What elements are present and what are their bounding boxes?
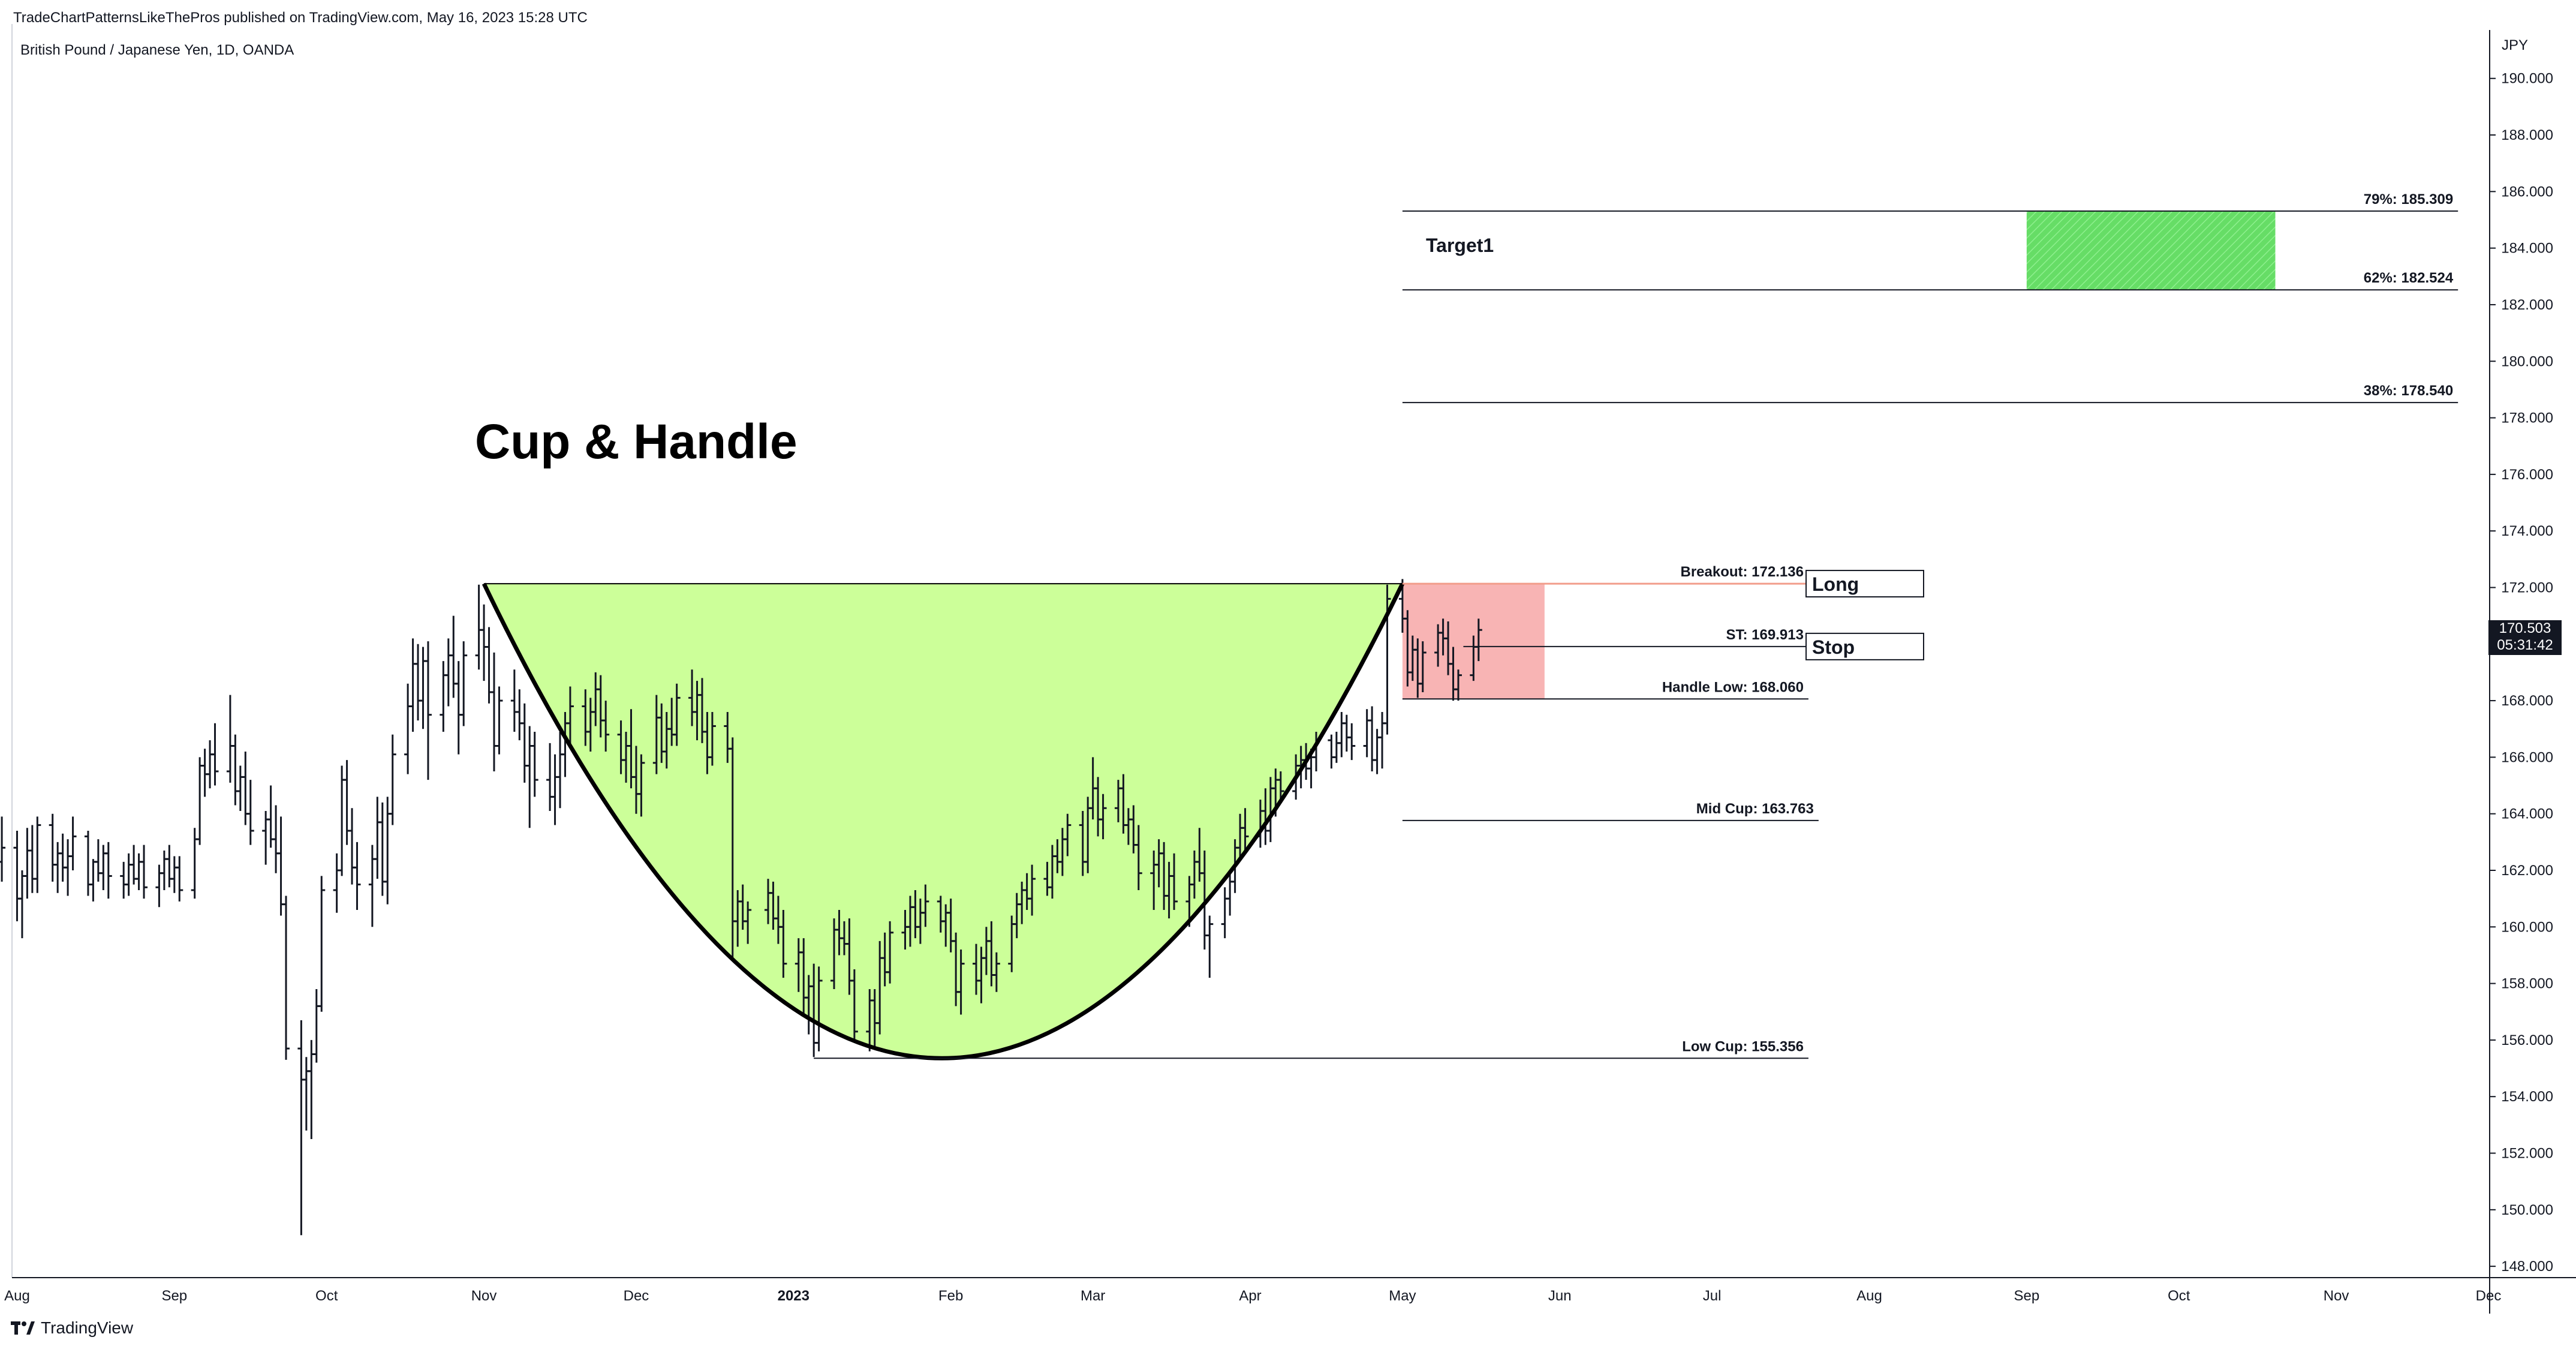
level-label: 79%: 185.309 [2364,191,2453,208]
level-label: Low Cup: 155.356 [1682,1038,1804,1054]
x-tick-label: 2023 [778,1288,809,1304]
currency-label: JPY [2502,37,2529,53]
y-tick-label: 186.000 [2501,184,2553,200]
long-box-label: Long [1812,573,1859,595]
y-tick-label: 182.000 [2501,297,2553,313]
y-tick-label: 174.000 [2501,523,2553,539]
x-tick-label: Sep [161,1288,187,1304]
tradingview-logo[interactable]: TradingView [11,1318,133,1338]
x-tick-label: Aug [4,1288,30,1304]
y-tick-label: 168.000 [2501,693,2553,709]
x-tick-label: Mar [1081,1288,1105,1304]
x-tick-label: Oct [315,1288,338,1304]
stop-box-label: Stop [1812,636,1855,658]
level-label: Handle Low: 168.060 [1662,679,1804,695]
y-tick-label: 158.000 [2501,976,2553,992]
level-label: 62%: 182.524 [2364,270,2454,286]
x-tick-label: Aug [1856,1288,1882,1304]
x-tick-label: Sep [2014,1288,2040,1304]
x-tick-label: May [1389,1288,1416,1304]
pattern-title: Cup & Handle [475,414,798,469]
y-tick-label: 184.000 [2501,241,2553,257]
level-label: Breakout: 172.136 [1680,564,1803,580]
current-price-badge: 170.503 05:31:42 [2488,620,2562,655]
y-tick-label: 160.000 [2501,919,2553,935]
y-tick-label: 150.000 [2501,1202,2553,1218]
current-price: 170.503 [2499,620,2551,636]
y-tick-label: 172.000 [2501,579,2553,596]
y-tick-label: 152.000 [2501,1146,2553,1162]
tradingview-icon [11,1321,35,1335]
y-tick-label: 154.000 [2501,1089,2553,1105]
y-tick-label: 178.000 [2501,410,2553,426]
y-tick-label: 180.000 [2501,353,2553,369]
x-tick-label: Nov [2324,1288,2349,1304]
x-tick-label: Jul [1703,1288,1722,1304]
y-tick-label: 164.000 [2501,806,2553,822]
published-info: TradeChartPatternsLikeThePros published … [13,10,588,26]
target-label: Target1 [1426,235,1494,256]
stop-box [1805,632,1924,660]
x-tick-label: Dec [624,1288,649,1304]
y-tick-label: 176.000 [2501,467,2553,483]
y-tick-label: 156.000 [2501,1032,2553,1048]
x-tick-label: Nov [471,1288,497,1304]
bar-countdown: 05:31:42 [2497,637,2553,653]
tradingview-text: TradingView [41,1318,134,1337]
x-tick-label: Feb [938,1288,963,1304]
y-tick-label: 188.000 [2501,127,2553,143]
symbol-title[interactable]: British Pound / Japanese Yen, 1D, OANDA [20,42,294,58]
y-tick-label: 190.000 [2501,71,2553,87]
y-tick-label: 148.000 [2501,1258,2553,1275]
level-label: ST: 169.913 [1726,627,1804,643]
x-tick-label: Jun [1548,1288,1572,1304]
y-tick-label: 166.000 [2501,749,2553,765]
x-tick-label: Apr [1239,1288,1261,1304]
x-tick-label: Oct [2168,1288,2190,1304]
y-tick-label: 162.000 [2501,863,2553,879]
long-box [1805,570,1924,598]
level-label: Mid Cup: 163.763 [1696,801,1814,817]
x-tick-label: Dec [2476,1288,2502,1304]
target-zone [2026,211,2276,290]
level-label: 38%: 178.540 [2364,383,2453,399]
